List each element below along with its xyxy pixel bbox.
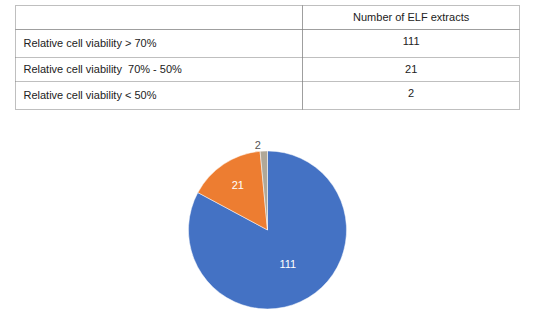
svg-text:111: 111 bbox=[403, 35, 420, 47]
svg-text:Relative cell viability > 70%: Relative cell viability > 70% bbox=[24, 37, 157, 49]
svg-text:2: 2 bbox=[255, 139, 261, 151]
svg-text:Number of ELF extracts: Number of ELF extracts bbox=[353, 11, 470, 23]
svg-text:21: 21 bbox=[232, 179, 244, 191]
svg-text:111: 111 bbox=[279, 258, 296, 270]
svg-text:Relative cell viability 70% -: Relative cell viability 70% - 50% bbox=[24, 63, 183, 75]
svg-text:21: 21 bbox=[405, 63, 417, 75]
svg-text:2: 2 bbox=[408, 87, 414, 99]
svg-text:Relative cell viability < 50%: Relative cell viability < 50% bbox=[24, 89, 157, 101]
